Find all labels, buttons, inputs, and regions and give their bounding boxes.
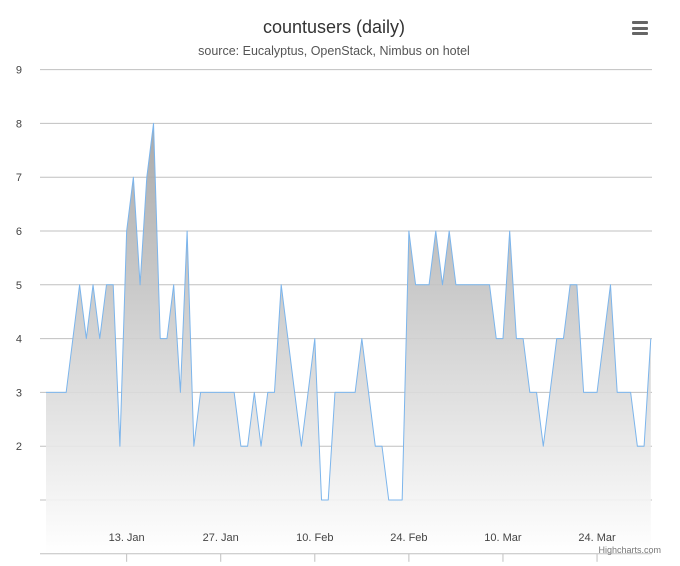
x-tick-label: 13. Jan [109, 532, 145, 544]
chart-title: countusers (daily) [263, 17, 405, 37]
x-tick-label: 24. Feb [390, 532, 427, 544]
y-tick-label: 9 [16, 65, 22, 77]
y-tick-label: 8 [16, 118, 22, 130]
chart-subtitle: source: Eucalyptus, OpenStack, Nimbus on… [198, 44, 470, 58]
y-tick-label: 7 [16, 172, 22, 184]
y-tick-label: 4 [16, 334, 22, 346]
y-tick-label: 2 [16, 441, 22, 453]
credits-link[interactable]: Highcharts.com [598, 545, 661, 555]
series-area-fill [46, 123, 651, 554]
y-tick-label: 5 [16, 280, 22, 292]
series-area [46, 122, 652, 554]
x-tick-label: 27. Jan [203, 532, 239, 544]
series-line[interactable] [46, 122, 652, 501]
axes: 2 3 4 5 6 7 8 9 13. Jan 27. Jan 10. Feb 24. Feb 10. … [16, 65, 652, 562]
hamburger-menu-icon[interactable] [627, 16, 653, 40]
x-tick-label: 24. Mar [578, 532, 616, 544]
y-tick-label: 3 [16, 387, 22, 399]
y-tick-label: 6 [16, 226, 22, 238]
x-tick-label: 10. Mar [484, 532, 522, 544]
x-tick-label: 10. Feb [296, 532, 333, 544]
